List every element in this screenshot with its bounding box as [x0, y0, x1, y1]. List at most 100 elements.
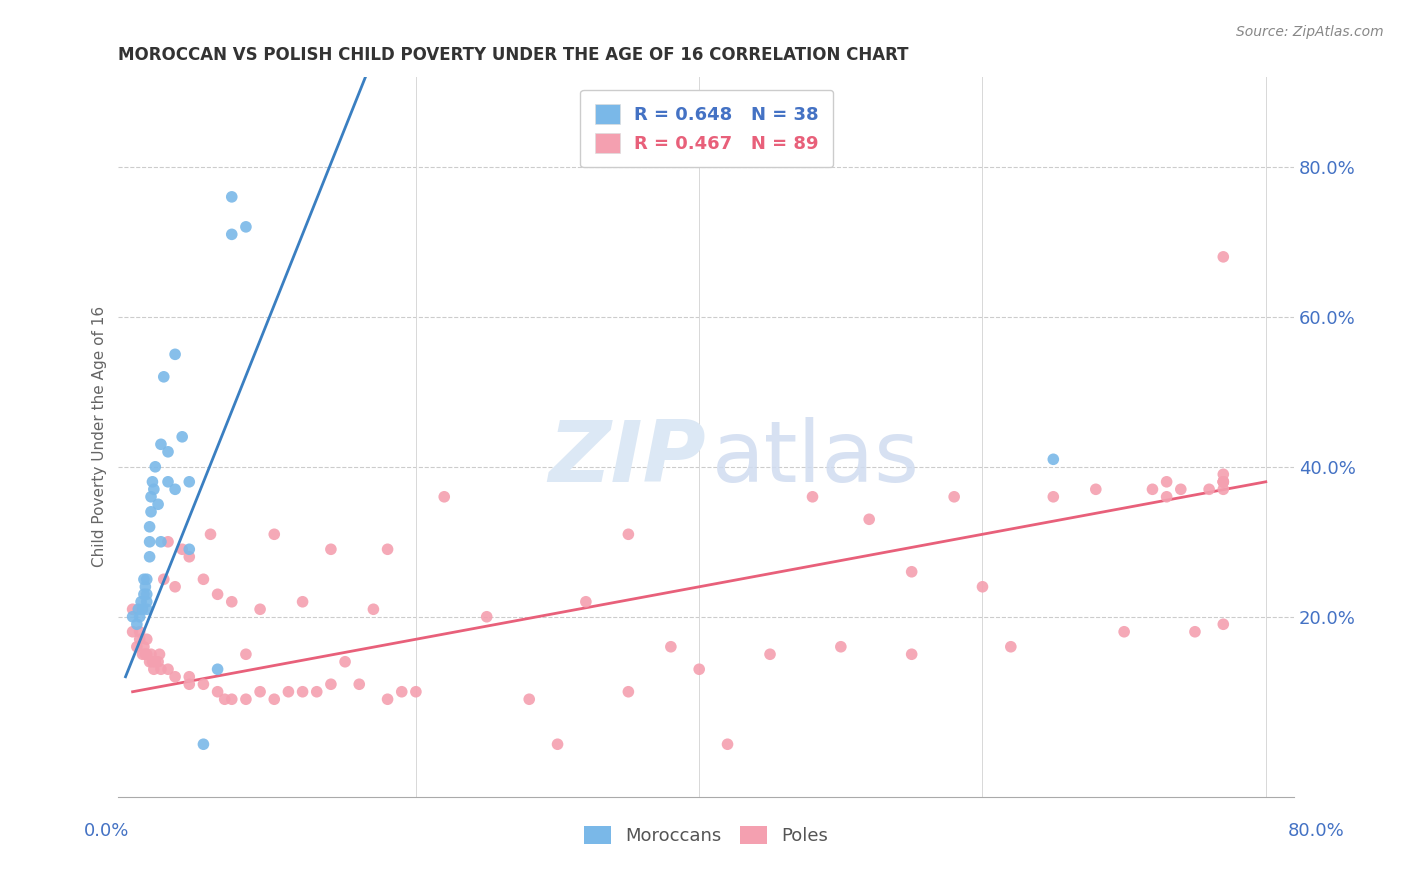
- Point: [716, 737, 738, 751]
- Point: [193, 572, 215, 586]
- Point: [152, 572, 174, 586]
- Text: Source: ZipAtlas.com: Source: ZipAtlas.com: [1236, 25, 1384, 39]
- Point: [305, 684, 328, 698]
- Point: [141, 655, 163, 669]
- Point: [1212, 483, 1234, 497]
- Point: [125, 640, 148, 654]
- Point: [135, 647, 157, 661]
- Point: [157, 534, 180, 549]
- Point: [139, 490, 162, 504]
- Point: [193, 677, 215, 691]
- Point: [132, 640, 155, 654]
- Point: [132, 587, 155, 601]
- Point: [138, 534, 160, 549]
- Point: [207, 662, 229, 676]
- Point: [121, 609, 143, 624]
- Point: [1212, 467, 1234, 482]
- Point: [1000, 640, 1022, 654]
- Point: [193, 737, 215, 751]
- Point: [121, 624, 143, 639]
- Point: [149, 437, 172, 451]
- Point: [179, 549, 201, 564]
- Point: [207, 587, 229, 601]
- Point: [688, 662, 710, 676]
- Point: [235, 219, 257, 234]
- Point: [943, 490, 966, 504]
- Point: [135, 572, 157, 586]
- Point: [277, 684, 299, 698]
- Point: [575, 595, 598, 609]
- Point: [1198, 483, 1220, 497]
- Point: [377, 542, 399, 557]
- Point: [131, 602, 153, 616]
- Point: [143, 655, 166, 669]
- Point: [139, 505, 162, 519]
- Point: [121, 602, 143, 616]
- Point: [142, 662, 165, 676]
- Point: [1156, 490, 1178, 504]
- Point: [363, 602, 385, 616]
- Point: [146, 497, 169, 511]
- Point: [128, 609, 150, 624]
- Point: [235, 692, 257, 706]
- Point: [249, 684, 271, 698]
- Point: [128, 632, 150, 647]
- Point: [142, 483, 165, 497]
- Point: [291, 684, 314, 698]
- Point: [1170, 483, 1192, 497]
- Point: [1084, 483, 1107, 497]
- Point: [517, 692, 540, 706]
- Point: [135, 602, 157, 616]
- Point: [475, 609, 498, 624]
- Point: [165, 483, 187, 497]
- Point: [900, 565, 922, 579]
- Point: [179, 670, 201, 684]
- Point: [135, 595, 157, 609]
- Point: [179, 475, 201, 489]
- Point: [129, 595, 152, 609]
- Point: [149, 534, 172, 549]
- Point: [349, 677, 371, 691]
- Point: [900, 647, 922, 661]
- Point: [547, 737, 569, 751]
- Point: [377, 692, 399, 706]
- Text: 80.0%: 80.0%: [1288, 822, 1344, 840]
- Point: [759, 647, 782, 661]
- Point: [143, 459, 166, 474]
- Point: [1212, 475, 1234, 489]
- Point: [801, 490, 824, 504]
- Point: [1042, 452, 1064, 467]
- Point: [135, 587, 157, 601]
- Point: [157, 445, 180, 459]
- Point: [1212, 617, 1234, 632]
- Point: [858, 512, 880, 526]
- Point: [135, 632, 157, 647]
- Point: [134, 647, 156, 661]
- Legend: R = 0.648   N = 38, R = 0.467   N = 89: R = 0.648 N = 38, R = 0.467 N = 89: [581, 89, 834, 167]
- Text: ZIP: ZIP: [548, 417, 706, 500]
- Point: [333, 655, 356, 669]
- Point: [207, 684, 229, 698]
- Point: [152, 369, 174, 384]
- Point: [235, 647, 257, 661]
- Point: [319, 542, 342, 557]
- Point: [221, 190, 243, 204]
- Point: [659, 640, 682, 654]
- Point: [146, 655, 169, 669]
- Point: [179, 677, 201, 691]
- Point: [617, 684, 640, 698]
- Point: [405, 684, 427, 698]
- Point: [172, 542, 194, 557]
- Point: [139, 647, 162, 661]
- Point: [157, 475, 180, 489]
- Point: [138, 520, 160, 534]
- Point: [1114, 624, 1136, 639]
- Point: [1212, 250, 1234, 264]
- Point: [391, 684, 413, 698]
- Point: [830, 640, 852, 654]
- Point: [141, 475, 163, 489]
- Point: [165, 580, 187, 594]
- Point: [179, 542, 201, 557]
- Point: [214, 692, 236, 706]
- Point: [125, 617, 148, 632]
